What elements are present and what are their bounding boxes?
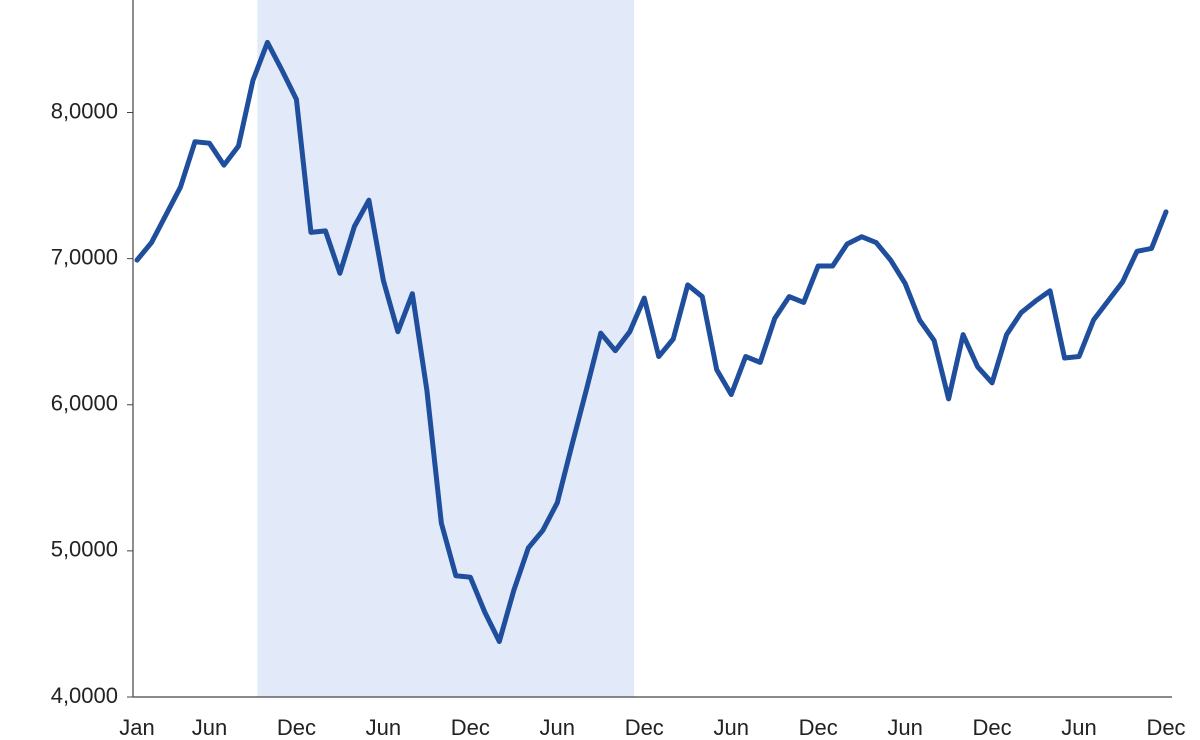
y-tick-label: 5,0000 [51, 537, 118, 562]
x-tick-label: Dec [625, 715, 664, 740]
x-tick-label: Dec [973, 715, 1012, 740]
x-tick-label: Jun [366, 715, 401, 740]
x-tick-label: Jun [887, 715, 922, 740]
y-tick-label: 7,0000 [51, 244, 118, 269]
x-tick-label: Jun [1061, 715, 1096, 740]
y-tick-label: 8,0000 [51, 98, 118, 123]
data-line [134, 39, 1169, 644]
shaded-period [257, 0, 635, 697]
y-tick-label: 6,0000 [51, 391, 118, 416]
x-tick-label: Dec [799, 715, 838, 740]
x-tick-label: Jan [119, 715, 154, 740]
x-tick-label: Jun [192, 715, 227, 740]
x-tick-label: Jun [713, 715, 748, 740]
x-tick-label: Dec [277, 715, 316, 740]
y-tick-label: 4,0000 [51, 683, 118, 708]
x-tick-label: Jun [540, 715, 575, 740]
x-tick-label: Dec [451, 715, 490, 740]
x-tick-label: Dec [1146, 715, 1185, 740]
